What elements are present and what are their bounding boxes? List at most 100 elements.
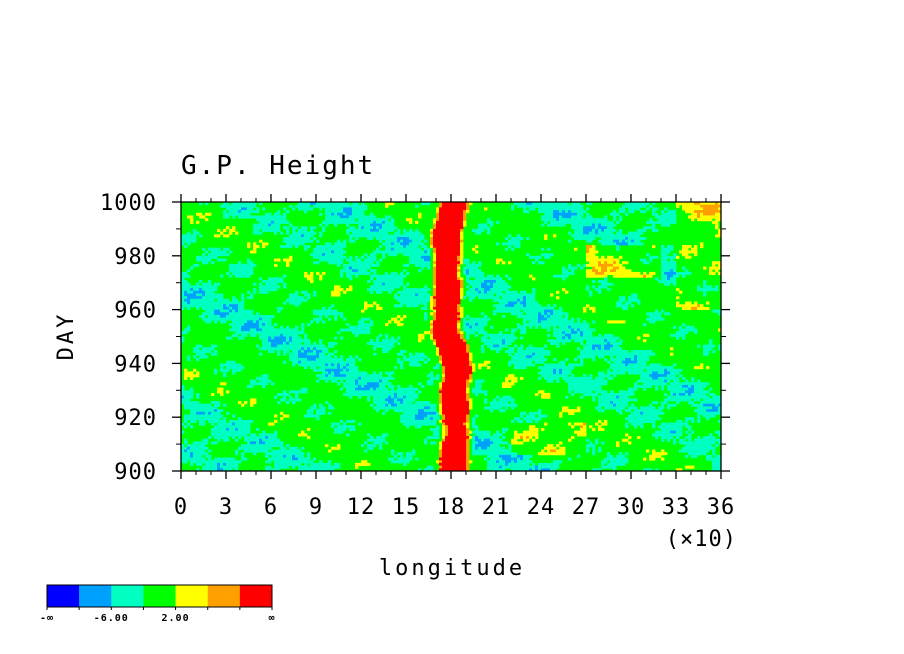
heatmap-cell <box>181 234 197 238</box>
heatmap-cell <box>262 344 272 348</box>
heatmap-cell <box>196 392 200 397</box>
heatmap-cell <box>532 462 536 467</box>
heatmap-cell <box>274 212 281 216</box>
heatmap-cell <box>520 436 524 440</box>
heatmap-cell <box>280 446 287 450</box>
heatmap-cell <box>622 360 638 364</box>
heatmap-cell <box>433 328 458 332</box>
heatmap-cell <box>517 454 524 458</box>
heatmap-cell <box>583 425 587 429</box>
heatmap-cell <box>508 234 512 238</box>
heatmap-cell <box>379 239 383 243</box>
heatmap-cell <box>277 306 284 310</box>
heatmap-cell <box>436 277 458 281</box>
heatmap-cell <box>502 296 524 300</box>
heatmap-cell <box>442 414 446 418</box>
heatmap-cell <box>553 331 563 335</box>
heatmap-cell <box>436 285 461 289</box>
heatmap-cell <box>586 339 605 343</box>
heatmap-cell <box>403 401 413 405</box>
heatmap-cell <box>280 411 284 415</box>
heatmap-cell <box>415 457 419 461</box>
heatmap-cell <box>355 379 359 383</box>
heatmap-cell <box>370 277 374 281</box>
heatmap-cell <box>526 298 536 302</box>
heatmap-cell <box>370 339 374 343</box>
heatmap-cell <box>712 452 716 456</box>
heatmap-cell <box>703 290 707 294</box>
heatmap-cell <box>196 468 200 471</box>
heatmap-cell <box>484 398 488 402</box>
heatmap-cell <box>436 425 440 429</box>
heatmap-cell <box>718 441 721 445</box>
heatmap-cell <box>382 253 386 257</box>
heatmap-cell <box>211 422 215 426</box>
heatmap-cell <box>436 301 461 305</box>
heatmap-cell <box>439 218 464 222</box>
heatmap-cell <box>442 368 446 372</box>
heatmap-cell <box>670 382 710 386</box>
heatmap-cell <box>232 333 239 337</box>
heatmap-cell <box>193 452 209 456</box>
heatmap-cell <box>604 344 614 348</box>
heatmap-cell <box>538 210 554 214</box>
heatmap-cell <box>208 457 212 461</box>
heatmap-cell <box>319 341 323 345</box>
heatmap-cell <box>523 417 542 421</box>
heatmap-cell <box>466 387 470 391</box>
heatmap-cell <box>514 352 533 356</box>
colorbar-swatch <box>175 585 208 607</box>
heatmap-cell <box>586 253 596 257</box>
heatmap-cell <box>511 358 548 362</box>
heatmap-cell <box>346 433 350 437</box>
colorbar-swatch <box>79 585 112 607</box>
heatmap-cell <box>331 363 335 367</box>
heatmap-cell <box>544 376 560 380</box>
heatmap-cell <box>484 401 488 405</box>
heatmap-cell <box>394 395 398 399</box>
heatmap-cell <box>445 425 449 429</box>
heatmap-cell <box>313 255 347 259</box>
colorbar-swatch <box>111 585 144 607</box>
heatmap-cell <box>613 215 617 219</box>
heatmap-cell <box>385 204 389 208</box>
heatmap-cell <box>460 255 464 259</box>
heatmap-cell <box>613 261 617 265</box>
heatmap-cell <box>433 226 437 230</box>
heatmap-cell <box>436 290 461 294</box>
heatmap-cell <box>394 401 401 405</box>
heatmap-cell <box>655 277 659 281</box>
heatmap-cell <box>688 433 692 437</box>
heatmap-cell <box>538 465 560 469</box>
heatmap-cell <box>181 274 191 278</box>
heatmap-cell <box>490 325 494 329</box>
heatmap-cell <box>511 355 527 359</box>
heatmap-cell <box>562 271 575 276</box>
heatmap-cell <box>616 220 620 224</box>
heatmap-cell <box>514 366 527 370</box>
heatmap-cell <box>565 314 569 319</box>
heatmap-cell <box>196 306 200 310</box>
heatmap-cell <box>376 436 386 440</box>
heatmap-cell <box>337 331 341 335</box>
heatmap-cell <box>616 403 629 407</box>
heatmap-cell <box>433 261 437 265</box>
heatmap-cell <box>373 401 389 405</box>
heatmap-cell <box>349 226 356 230</box>
heatmap-cell <box>592 449 596 453</box>
heatmap-cell <box>553 368 557 372</box>
heatmap-cell <box>268 336 272 340</box>
heatmap-cell <box>595 223 599 227</box>
heatmap-cell <box>568 387 602 391</box>
colorbar-swatch <box>239 585 273 607</box>
heatmap-cell <box>406 218 413 222</box>
heatmap-cell <box>718 312 721 316</box>
heatmap-cell <box>601 282 614 286</box>
heatmap-cell <box>460 314 464 319</box>
heatmap-cell <box>331 379 338 383</box>
heatmap-cell <box>598 261 602 265</box>
heatmap-cell <box>310 347 314 351</box>
heatmap-cell <box>274 462 302 467</box>
heatmap-cell <box>685 419 689 423</box>
heatmap-cell <box>676 296 680 300</box>
